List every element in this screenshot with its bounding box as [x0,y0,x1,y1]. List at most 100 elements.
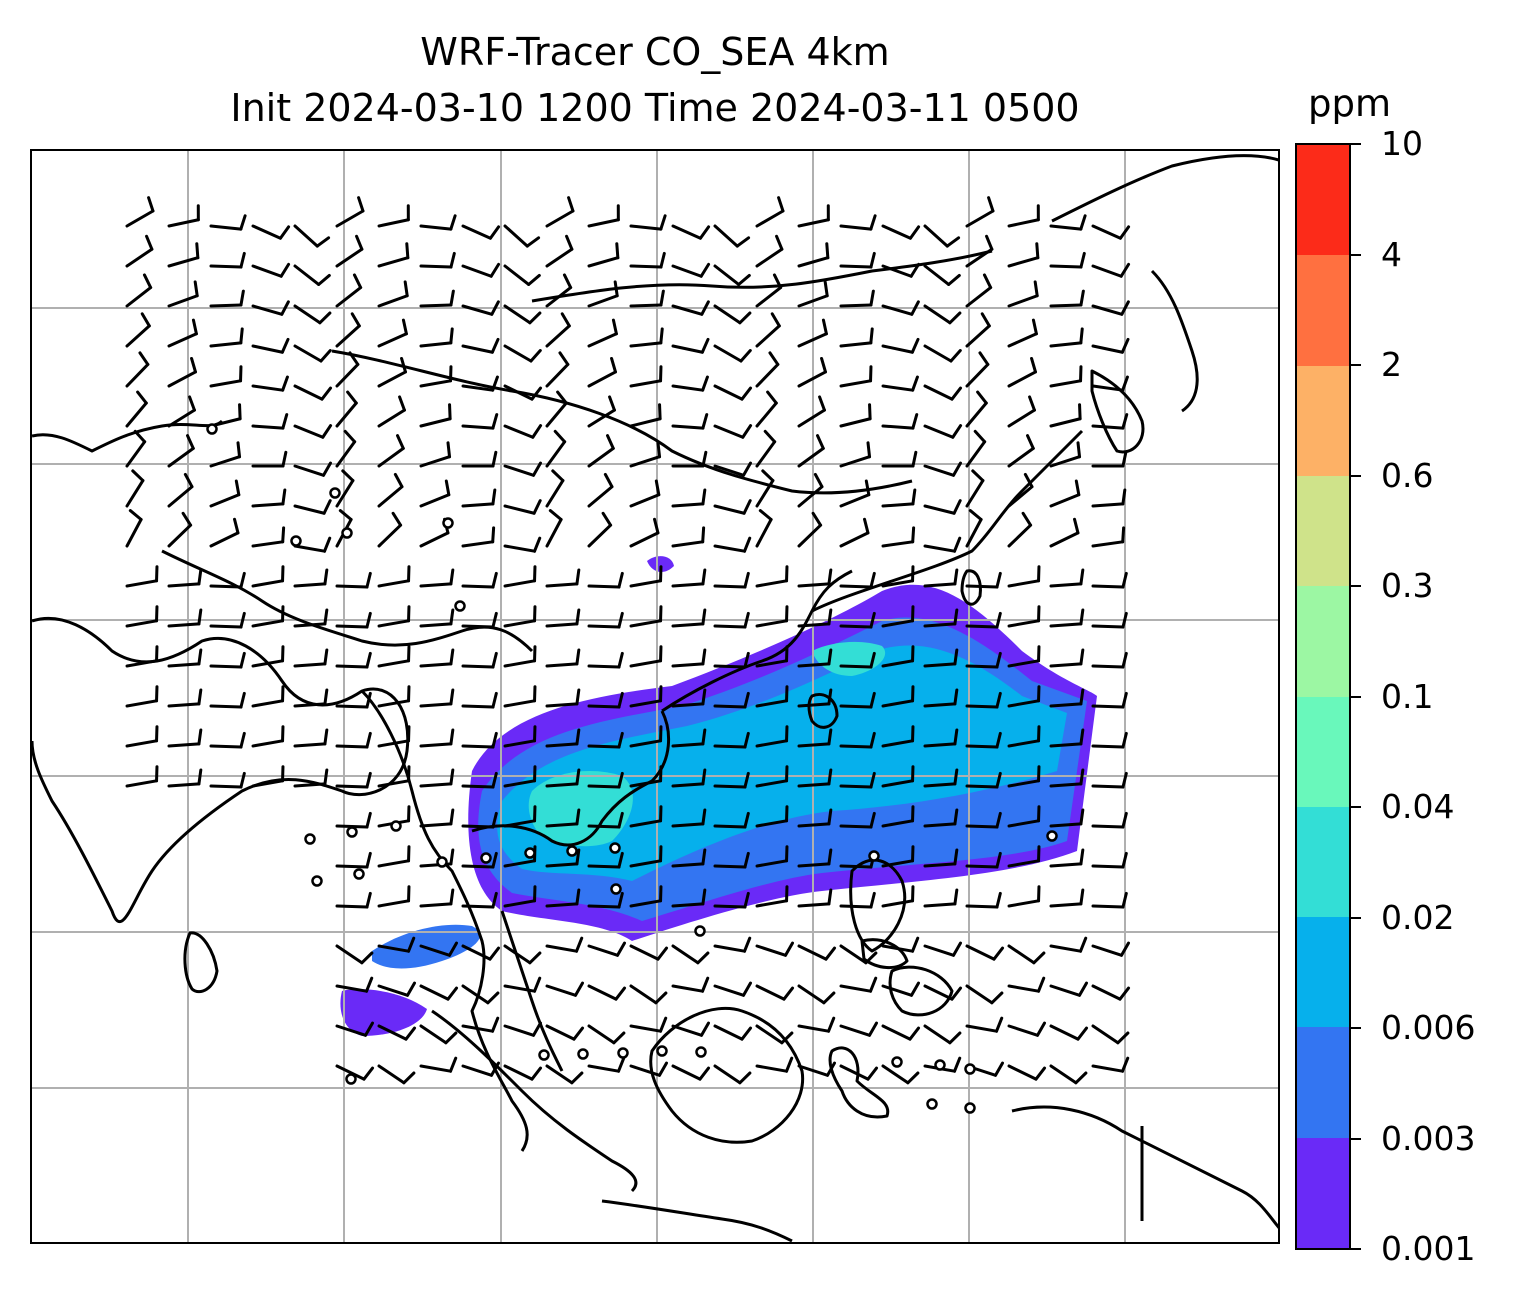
wind-barb [629,455,662,468]
wind-barb-flag [1079,728,1085,746]
wind-barb-flag [987,196,995,213]
colorbar-tick [1351,1027,1361,1029]
wind-barb [1007,1024,1040,1037]
wind-barb-flag [701,808,707,826]
wind-barb-flag [1021,511,1033,527]
wind-barb-flag [1037,976,1046,993]
wind-barb-flag [1121,526,1126,544]
wind-barb-flag [699,262,711,278]
wind-barb [125,619,159,628]
wind-barb-flag [491,771,498,789]
wind-barb-flag [995,811,1002,829]
wind-barb [755,324,781,348]
wind-barb [755,779,789,788]
wind-barb-flag [239,771,246,789]
wind-barb [545,1024,576,1041]
wind-barb-flag [700,300,710,316]
wind-barb-flag [234,479,241,497]
wind-barb [461,224,492,240]
chart-title-line-1: WRF-Tracer CO_SEA 4km [420,30,890,74]
wind-barb-flag [613,280,619,298]
wind-barb [587,824,621,829]
wind-barb [923,304,952,325]
wind-barb-flag [365,611,372,629]
wind-barb [671,742,705,748]
coast-luzon [849,858,907,953]
wind-barb [755,1024,784,1045]
wind-barb [881,944,915,953]
wind-barb [881,264,913,278]
wind-barb-flag [1121,488,1127,506]
wind-barb [923,424,955,439]
wind-barb [1007,579,1041,588]
wind-barb [419,702,453,708]
wind-barb-flag [449,327,454,345]
wind-barb [293,702,327,708]
wind-barb [713,864,747,869]
wind-barb-flag [491,611,498,629]
wind-barb-flag [827,1016,836,1033]
colorbar-segment [1297,916,1349,1028]
wind-barb-flag [490,1061,500,1077]
wind-barb-flag [449,251,456,269]
wind-barb-flag [530,386,543,401]
wind-barb-flag [1079,808,1085,826]
wind-barb [125,209,155,228]
wind-barb [377,1024,408,1041]
wind-barb-flag [909,262,921,278]
wind-barb-flag [195,242,200,260]
wind-barb-flag [978,351,990,366]
wind-barb-flag [315,236,331,248]
wind-barb [545,822,579,828]
wind-barb-flag [701,608,707,626]
wind-barb-flag [350,312,361,328]
wind-barb-flag [617,651,624,669]
wind-barb [797,622,831,628]
wind-barb [377,294,409,308]
wind-barb-flag [696,951,710,965]
wind-barb [839,417,872,428]
wind-barb-flag [701,976,710,993]
wind-barb [671,622,705,628]
wind-barb [629,379,663,388]
wind-barb-flag [239,251,246,269]
wind-barb [293,504,326,515]
wind-barb-flag [575,568,581,586]
wind-barb-flag [953,536,962,553]
wind-barb [797,294,829,308]
wind-barb [167,218,200,228]
wind-barb [293,782,327,788]
wind-barb [251,540,285,548]
map-panel [30,149,1280,1244]
wind-barb-flag [777,196,785,213]
wind-barb [209,341,243,348]
wind-barb [335,664,369,669]
wind-barb [377,408,406,428]
wind-barb-flag [1074,1071,1088,1085]
wind-barb-flag [911,526,916,544]
wind-barb-flag [616,941,626,957]
wind-barb-flag [614,986,627,1001]
wind-barb [503,1024,536,1037]
wind-barb [125,659,159,668]
wind-barb-flag [449,688,455,706]
wind-barb-flag [947,273,961,286]
wind-barb-flag [1121,450,1128,468]
wind-barb [923,902,957,908]
wind-barb-flag [183,472,194,489]
wind-barb [377,579,411,588]
wind-barb [293,742,327,748]
wind-barb-flag [527,273,541,286]
wind-barb-flag [365,731,372,749]
wind-barb-flag [365,571,372,589]
wind-barb [797,408,826,428]
wind-barb [167,662,201,668]
wind-barb [755,579,789,588]
wind-barb [1091,624,1125,629]
wind-barb-flag [449,1056,458,1073]
wind-barb-flag [701,450,708,468]
wind-barb [965,440,987,468]
wind-barb [755,944,788,957]
wind-barb [377,659,411,668]
wind-barb [755,984,786,1001]
